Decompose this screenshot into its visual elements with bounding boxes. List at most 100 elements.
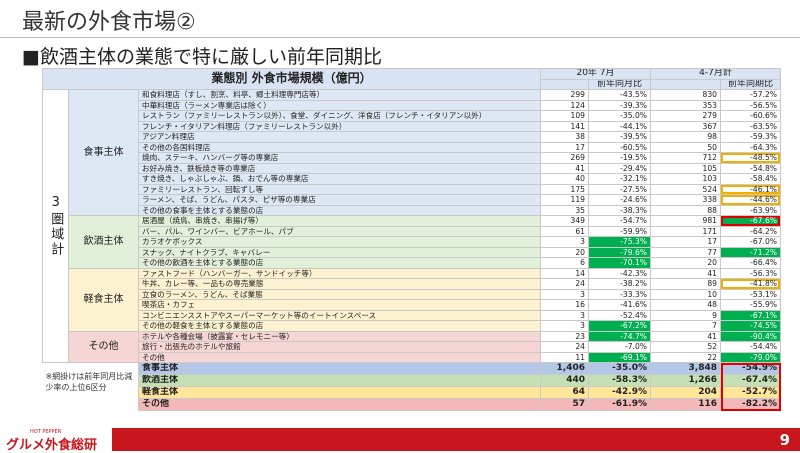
total-cell: -67.4% xyxy=(720,374,781,387)
subtitle: ■飲酒主体の業態で特に厳しい前年同期比 xyxy=(22,46,382,68)
row: コンビニエンスストアやスーパーマーケット等のイートインスペース 3 -52.4% 9-… xyxy=(43,309,781,321)
title: 最新の外食市場② xyxy=(22,10,196,35)
cell: 109 xyxy=(540,110,589,122)
total-row: 軽食主体 64 -42.9% 204 -52.7% xyxy=(42,386,781,399)
cell: 7 xyxy=(650,320,721,332)
cell: -69.1% xyxy=(588,351,651,363)
period: 20年 7月 xyxy=(540,68,651,80)
cell: -35.0% xyxy=(588,110,651,122)
row: その他の軽食を主体とする業態の店 3 -67.2% 7 -74.5% xyxy=(43,320,781,332)
total-cell: -82.2% xyxy=(720,398,781,411)
measure: 前年同月比 xyxy=(588,78,651,90)
cell: -19.5% xyxy=(588,152,651,164)
group: その他 xyxy=(68,330,139,363)
cell: -70.1% xyxy=(588,257,651,269)
cell: 124 xyxy=(540,99,589,111)
cell: 269 xyxy=(540,152,589,164)
row-name: その他の軽食を主体とする業態の店 xyxy=(138,320,541,332)
cell: 17 xyxy=(650,236,721,248)
cell: -24.6% xyxy=(588,194,651,206)
row: 飲酒主体 居酒屋（焼鳥、串焼き、串揚げ等） 349 -54.7% 981 -67.6% xyxy=(43,215,781,269)
cell: 40 xyxy=(540,173,589,185)
cell: 48 xyxy=(650,299,721,311)
cell: -74.5% xyxy=(720,320,781,332)
cell: 175 xyxy=(540,183,589,195)
cell: 3 xyxy=(540,309,589,321)
cell: 61 xyxy=(540,225,589,237)
cell: -79.6% xyxy=(588,246,651,258)
row-name: 牛丼、カレー等、一品もの専売業態 xyxy=(138,278,541,290)
total-name: 食事主体 xyxy=(138,362,541,375)
row: お好み焼き、鉄板焼き等の専業店 41 -29.4% 105 -54.8% xyxy=(43,162,781,174)
row-name: レストラン（ファミリーレストラン以外）、食堂、ダイニング、洋食店（フレンチ・イタ… xyxy=(138,110,541,122)
total-cell: 3,848 xyxy=(650,362,721,375)
cell: 353 xyxy=(650,99,721,111)
total-row: 飲酒主体 440 -58.3% 1,266 -67.4% xyxy=(42,374,781,387)
cell: -67.0% xyxy=(720,236,781,248)
cell: -75.3% xyxy=(588,236,651,248)
cell: -44.6% xyxy=(720,194,781,206)
cell: 830 xyxy=(650,89,721,101)
cell: -46.1% xyxy=(720,183,781,195)
cell: 9 xyxy=(650,309,721,321)
row: ラーメン、そば、うどん、パスタ、ピザ等の専業店 119 -24.6% 338 -44.6… xyxy=(43,194,781,206)
row: フレンチ・イタリアン料理店（ファミリーレストラン以外） 141 -44.1% 367-… xyxy=(43,120,781,132)
total-cell: 1,266 xyxy=(650,374,721,387)
total-cell: 64 xyxy=(540,386,589,399)
cell: -79.0% xyxy=(720,351,781,363)
cell: 141 xyxy=(540,120,589,132)
total-cell: -61.9% xyxy=(588,398,651,411)
cell: 10 xyxy=(650,288,721,300)
row: スナック、ナイトクラブ、キャバレー 20 -79.6% 77 -71.2% xyxy=(43,246,781,258)
cell: -58.4% xyxy=(720,173,781,185)
total-name: 飲酒主体 xyxy=(138,374,541,387)
cell: 24 xyxy=(540,278,589,290)
cell: 23 xyxy=(540,330,589,342)
cell: -42.3% xyxy=(588,267,651,279)
row-name: スナック、ナイトクラブ、キャバレー xyxy=(138,246,541,258)
total-cell: -42.9% xyxy=(588,386,651,399)
total-cell: 116 xyxy=(650,398,721,411)
cell: 50 xyxy=(650,141,721,153)
cell: -33.3% xyxy=(588,288,651,300)
row: バー、パル、ワインバー、ビアホール、パブ 61 -59.9% 171 -64.2% xyxy=(43,225,781,237)
cell: -39.3% xyxy=(588,99,651,111)
row: 焼肉、ステーキ、ハンバーグ等の専業店 269 -19.5% 712 -48.5% xyxy=(43,152,781,164)
cell: -7.0% xyxy=(588,341,651,353)
row-name: コンビニエンスストアやスーパーマーケット等のイートインスペース xyxy=(138,309,541,321)
blank xyxy=(650,78,721,90)
cell: -63.5% xyxy=(720,120,781,132)
total-cell: 57 xyxy=(540,398,589,411)
cell: -64.3% xyxy=(720,141,781,153)
caption: 業態別 外食市場規模（億円） xyxy=(42,68,541,90)
cell: -39.5% xyxy=(588,131,651,143)
cell: -52.4% xyxy=(588,309,651,321)
cell: 338 xyxy=(650,194,721,206)
cell: -41.6% xyxy=(588,299,651,311)
cell: -38.3% xyxy=(588,204,651,216)
cell: -71.2% xyxy=(720,246,781,258)
cell: 6 xyxy=(540,257,589,269)
row: 中華料理店（ラーメン専業店は除く） 124 -39.3% 353 -56.5% xyxy=(43,99,781,111)
row-name: 旅行・出張先のホテルや旅館 xyxy=(138,341,541,353)
row-name: ラーメン、そば、うどん、パスタ、ピザ等の専業店 xyxy=(138,194,541,206)
row-name: アジアン料理店 xyxy=(138,131,541,143)
row-name: ファミリーレストラン、回転ずし等 xyxy=(138,183,541,195)
cell: 171 xyxy=(650,225,721,237)
total-cell: 204 xyxy=(650,386,721,399)
cell: 3 xyxy=(540,288,589,300)
cell: 3 xyxy=(540,320,589,332)
footer: HOT PEPPER グルメ外食総研 9 xyxy=(0,428,800,453)
region: 3圏域計 xyxy=(42,89,69,363)
cell: 3 xyxy=(540,236,589,248)
group: 飲酒主体 xyxy=(68,215,139,269)
cell: -27.5% xyxy=(588,183,651,195)
cell: -63.9% xyxy=(720,204,781,216)
table-wrap: 業態別 外食市場規模（億円） 20年 7月 4-7月計 前年同月比 前年同期比 … xyxy=(42,68,781,411)
row: その他 ホテルや各種会場（披露宴・セレモニー等） 23 -74.7% 41 -90.4% xyxy=(43,330,781,363)
cell: 524 xyxy=(650,183,721,195)
cell: 11 xyxy=(540,351,589,363)
total-cell: -58.3% xyxy=(588,374,651,387)
cell: -60.6% xyxy=(720,110,781,122)
